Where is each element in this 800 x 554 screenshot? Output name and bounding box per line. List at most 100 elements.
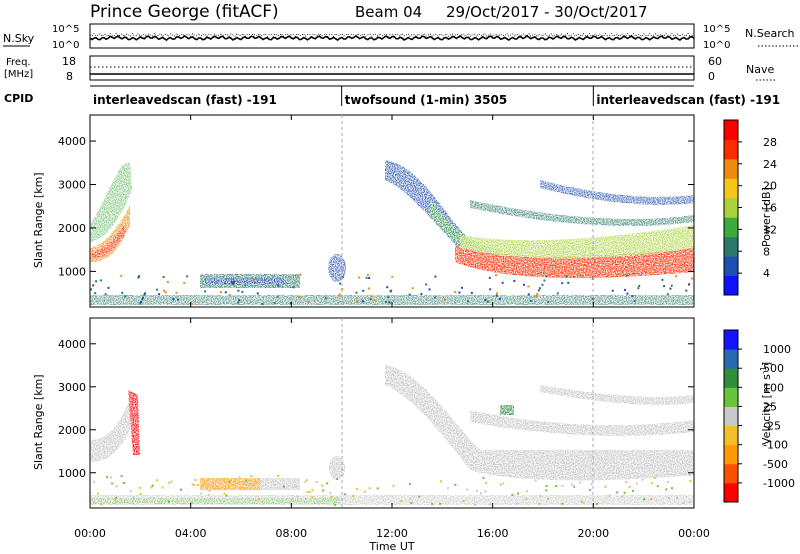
speckle bbox=[418, 495, 421, 498]
speckle bbox=[186, 275, 189, 278]
power-ground-scatter bbox=[90, 295, 694, 305]
velocity-colorbar: -1000 -500 -100 -25 25 100 500 1000 Velocity [m… bbox=[723, 329, 795, 503]
speckle bbox=[232, 282, 234, 285]
speckle bbox=[669, 287, 672, 290]
speckle bbox=[114, 497, 117, 500]
speckle bbox=[573, 485, 576, 488]
speckle bbox=[139, 302, 142, 305]
speckle bbox=[666, 481, 669, 483]
speckle bbox=[461, 286, 463, 289]
velocity-echo-early-red bbox=[128, 390, 140, 455]
speckle bbox=[484, 298, 487, 301]
speckle bbox=[384, 301, 387, 304]
speckle bbox=[474, 503, 477, 506]
speckle bbox=[589, 489, 592, 492]
speckle bbox=[689, 501, 692, 504]
speckle bbox=[420, 293, 423, 296]
speckle bbox=[321, 484, 324, 487]
speckle bbox=[661, 278, 664, 281]
speckle bbox=[513, 280, 516, 282]
colorbar-cell bbox=[724, 425, 738, 446]
speckle bbox=[164, 291, 167, 294]
speckle bbox=[296, 495, 299, 498]
freq-strip: Freq. [MHz] 18 8 60 0 Nave bbox=[4, 55, 776, 83]
speckle bbox=[690, 277, 693, 280]
speckle bbox=[305, 479, 308, 482]
speckle bbox=[443, 299, 446, 301]
speckle bbox=[591, 297, 594, 300]
speckle bbox=[487, 300, 490, 303]
speckle bbox=[590, 482, 593, 485]
colorbar-cell bbox=[724, 349, 738, 369]
speckle bbox=[689, 479, 692, 482]
speckle bbox=[355, 291, 358, 294]
y-tick-label: 1000 bbox=[58, 265, 86, 278]
speckle bbox=[336, 478, 339, 480]
speckle bbox=[238, 299, 241, 302]
speckle bbox=[565, 275, 568, 278]
speckle bbox=[152, 497, 155, 500]
speckle bbox=[139, 493, 142, 495]
speckle bbox=[92, 284, 95, 287]
speckle bbox=[166, 281, 169, 284]
velocity-echo-patch-10h bbox=[329, 456, 345, 480]
speckle bbox=[545, 485, 548, 488]
speckle bbox=[636, 482, 638, 485]
speckle bbox=[682, 502, 685, 504]
speckle bbox=[537, 289, 540, 292]
speckle bbox=[291, 497, 294, 500]
speckle bbox=[633, 299, 636, 302]
speckle bbox=[170, 480, 173, 483]
speckle bbox=[547, 497, 549, 500]
colorbar-cell bbox=[724, 330, 738, 350]
y-tick-label: 4000 bbox=[58, 338, 86, 351]
speckle bbox=[207, 494, 210, 497]
speckle bbox=[315, 481, 318, 483]
speckle bbox=[668, 497, 670, 500]
speckle bbox=[373, 299, 376, 302]
speckle bbox=[641, 478, 644, 481]
speckle bbox=[604, 485, 607, 488]
speckle bbox=[482, 476, 485, 479]
colorbar-cell bbox=[724, 387, 738, 407]
x-tick-label: 08:00 bbox=[275, 527, 307, 540]
velocity-echo-green-patch bbox=[500, 405, 514, 415]
speckle bbox=[258, 497, 261, 500]
speckle bbox=[626, 292, 629, 295]
speckle bbox=[122, 482, 125, 484]
speckle bbox=[253, 483, 256, 486]
speckle bbox=[538, 287, 541, 290]
speckle bbox=[138, 275, 141, 278]
speckle bbox=[299, 273, 302, 276]
speckle bbox=[168, 500, 170, 503]
speckle bbox=[663, 285, 666, 288]
speckle bbox=[527, 293, 530, 296]
speckle bbox=[623, 491, 626, 494]
speckle bbox=[191, 302, 193, 305]
speckle bbox=[339, 293, 342, 296]
speckle bbox=[545, 275, 548, 278]
speckle bbox=[334, 503, 337, 506]
velocity-colorbar-label-exp: -1 bbox=[759, 366, 768, 374]
speckle bbox=[675, 497, 678, 499]
speckle bbox=[561, 502, 564, 505]
speckle bbox=[495, 292, 498, 295]
speckle bbox=[501, 281, 504, 284]
speckle bbox=[220, 291, 222, 294]
speckle bbox=[400, 500, 403, 503]
speckle bbox=[561, 484, 564, 487]
y-tick-label: 2000 bbox=[58, 424, 86, 437]
velocity-echo-nearrange-gray bbox=[260, 478, 300, 490]
speckle bbox=[100, 503, 103, 506]
speckle bbox=[408, 293, 411, 296]
speckle bbox=[534, 479, 537, 482]
cpid-strip: CPID interleavedscan (fast) -191 twofsoun… bbox=[4, 85, 780, 107]
speckle bbox=[688, 474, 691, 477]
colorbar-cell bbox=[724, 139, 738, 160]
velocity-colorbar-label-close: ] bbox=[760, 362, 773, 366]
speckle bbox=[151, 484, 154, 487]
speckle bbox=[175, 291, 178, 294]
speckle bbox=[256, 292, 259, 295]
speckle bbox=[489, 503, 492, 506]
